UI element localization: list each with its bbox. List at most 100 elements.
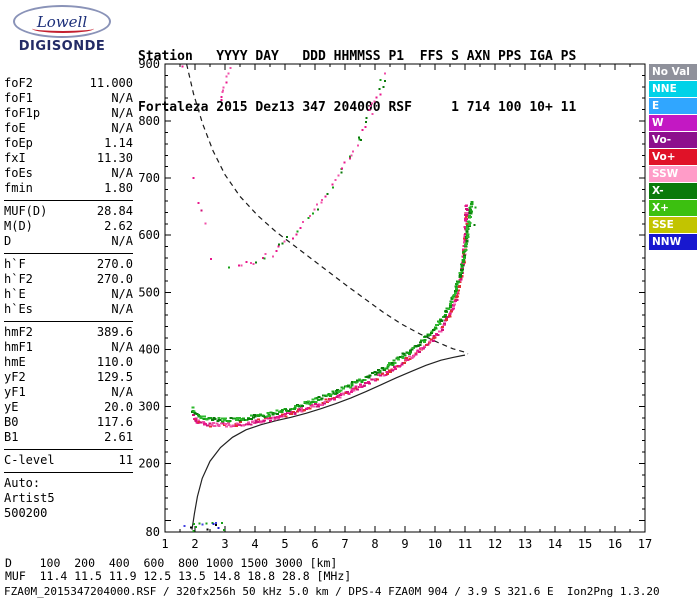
param-label: MUF(D) (4, 204, 48, 218)
param-value: 129.5 (96, 370, 133, 384)
param-group-separator (4, 472, 133, 473)
legend-item-sse: SSE (649, 217, 697, 233)
param-row: foF1p N/A (4, 106, 133, 121)
muf-transmission-curve (186, 63, 469, 355)
ionogram-plot: 1 2 3 4 5 6 7 8 9 10 11 12 13 14 15 16 17900800700600500… (138, 57, 652, 551)
param-row: fxI 11.30 (4, 151, 133, 166)
param-value: 117.6 (96, 415, 133, 429)
param-value: N/A (111, 234, 133, 248)
param-row: yF2 129.5 (4, 370, 133, 385)
axis-ticks (164, 64, 646, 532)
param-row: yF1 N/A (4, 385, 133, 400)
doppler-legend: No Val NNE E W Vo- Vo+ SSW X- X+ SSE NNW (649, 64, 697, 251)
param-label: yE (4, 400, 19, 414)
param-value: N/A (111, 91, 133, 105)
param-label: yF2 (4, 370, 26, 384)
y-tick-label: 200 (138, 457, 160, 471)
param-value: N/A (111, 302, 133, 316)
d-distance-row: D 100 200 400 600 800 1000 1500 3000 [km… (5, 556, 338, 570)
param-value: N/A (111, 287, 133, 301)
legend-item-x-: X+ (649, 200, 697, 216)
param-row: hmF2 389.6 (4, 325, 133, 340)
param-label: foF1 (4, 91, 33, 105)
legend-item-e: E (649, 98, 697, 114)
param-row: foE N/A (4, 121, 133, 136)
y-tick-label: 600 (138, 228, 160, 242)
param-label: h`Es (4, 302, 33, 316)
logo-digisonde-text: DIGISONDE (18, 39, 106, 54)
x-tick-label: 4 (251, 537, 258, 551)
param-label: hmE (4, 355, 26, 369)
param-footer-row: Artist5 (4, 491, 55, 505)
header-station-values: Fortaleza 2015 Dez13 347 204000 RSF 1 71… (138, 100, 577, 115)
header-column-titles: Station YYYY DAY DDD HHMMSS P1 FFS S AXN… (138, 49, 577, 64)
param-group-separator (4, 321, 133, 322)
x-tick-label: 13 (518, 537, 532, 551)
param-row: h`Es N/A (4, 302, 133, 317)
param-label: hmF1 (4, 340, 33, 354)
lowell-oval-logo: Lowell (13, 5, 111, 38)
o-mode-f-trace (192, 204, 469, 428)
param-value: 1.14 (104, 136, 133, 150)
param-row: yE 20.0 (4, 400, 133, 415)
x-tick-label: 3 (221, 537, 228, 551)
param-label: D (4, 234, 12, 248)
x-tick-label: 8 (371, 537, 378, 551)
true-height-profile (191, 354, 466, 530)
param-row: MUF(D) 28.84 (4, 204, 133, 219)
param-row: foF2 11.000 (4, 76, 133, 91)
param-value: N/A (111, 121, 133, 135)
param-row: M(D) 2.62 (4, 219, 133, 234)
param-label: B0 (4, 415, 19, 429)
x-tick-label: 16 (608, 537, 622, 551)
param-label: foF1p (4, 106, 41, 120)
legend-item-x-: X- (649, 183, 697, 199)
param-value: N/A (111, 340, 133, 354)
x-tick-label: 15 (578, 537, 592, 551)
x-tick-label: 10 (428, 537, 442, 551)
param-value: 110.0 (96, 355, 133, 369)
param-row: B1 2.61 (4, 430, 133, 445)
x-tick-label: 9 (401, 537, 408, 551)
param-label: M(D) (4, 219, 33, 233)
param-label: h`E (4, 287, 26, 301)
param-label: B1 (4, 430, 19, 444)
y-tick-label: 400 (138, 342, 160, 356)
isolated-echo-points (181, 65, 477, 269)
x-tick-label: 5 (281, 537, 288, 551)
file-info-footer: FZA0M_2015347204000.RSF / 320fx256h 50 k… (4, 585, 660, 598)
x-tick-label: 6 (311, 537, 318, 551)
param-value: 11.000 (89, 76, 133, 90)
param-group-separator (4, 253, 133, 254)
y-tick-label: 700 (138, 171, 160, 185)
param-value: 1.80 (104, 181, 133, 195)
legend-item-ssw: SSW (649, 166, 697, 182)
digisonde-logo: Lowell DIGISONDE (6, 5, 118, 54)
y-tick-label: 300 (138, 399, 160, 413)
param-value: 11.30 (96, 151, 133, 165)
x-tick-label: 11 (458, 537, 472, 551)
y-tick-label: 80 (146, 525, 160, 539)
param-value: 389.6 (96, 325, 133, 339)
top-left-spread-echoes (220, 67, 232, 102)
param-label: fmin (4, 181, 33, 195)
logo-red-swoosh (32, 24, 94, 33)
param-value: 270.0 (96, 257, 133, 271)
param-row: B0 117.6 (4, 415, 133, 430)
parameter-panel: foF2 11.000 foF1 N/A foF1p N/A foE N/A foEp 1.14 f… (4, 76, 133, 521)
param-row: D N/A (4, 234, 133, 249)
y-tick-label: 900 (138, 57, 160, 71)
param-label: foEs (4, 166, 33, 180)
x-tick-label: 12 (488, 537, 502, 551)
param-label: hmF2 (4, 325, 33, 339)
param-row: h`E N/A (4, 287, 133, 302)
param-label: foE (4, 121, 26, 135)
param-value: N/A (111, 106, 133, 120)
legend-item-nnw: NNW (649, 234, 697, 250)
param-value: 270.0 (96, 272, 133, 286)
param-row: foEp 1.14 (4, 136, 133, 151)
second-hop-trace (237, 72, 386, 267)
legend-item-w: W (649, 115, 697, 131)
x-mode-f-trace (191, 201, 474, 423)
